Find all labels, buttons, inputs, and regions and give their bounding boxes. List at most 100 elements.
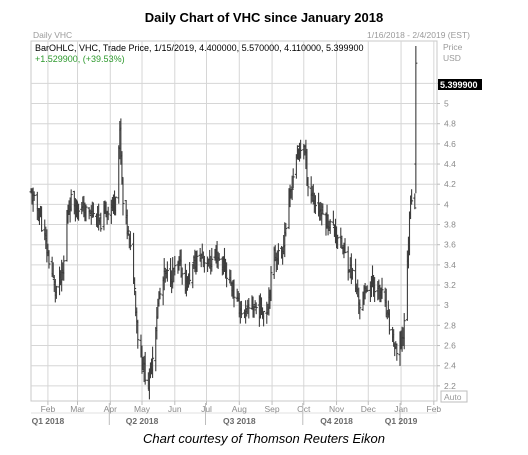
ohlc-bar (413, 193, 417, 210)
auto-scale-button[interactable] (440, 390, 468, 403)
ohlc-bar (77, 203, 81, 221)
ohlc-bar (87, 207, 91, 220)
y-tick-label: 3.4 (444, 260, 456, 270)
y-tick-label: 2.2 (444, 381, 456, 391)
ohlc-bar (62, 255, 66, 281)
ohlc-bar-last (414, 46, 418, 194)
ohlc-bar (365, 285, 369, 292)
ohlc-bar (158, 287, 162, 300)
ohlc-bar (128, 231, 132, 251)
month-label: Oct (297, 404, 311, 414)
ohlc-bar (225, 262, 229, 288)
ohlc-bar (120, 151, 124, 185)
ohlc-bar (254, 302, 258, 315)
ohlc-bar (247, 298, 251, 319)
ohlc-bar (232, 279, 236, 308)
ohlc-bar (380, 277, 384, 299)
ohlc-bar (54, 285, 58, 299)
month-label: Feb (427, 404, 442, 414)
ohlc-bar (195, 250, 199, 272)
ohlc-bar (291, 168, 295, 189)
ohlc-bar (328, 219, 332, 234)
ohlc-bar (99, 212, 103, 232)
month-label: Jan (394, 404, 408, 414)
y-tick-label: 4.6 (444, 139, 456, 149)
quarter-label: Q1 2019 (385, 416, 418, 426)
last-price-tag (438, 79, 482, 90)
ohlc-bar (155, 306, 159, 340)
x-axis: Feb Mar Apr May Jun Jul Aug Sep Oct Nov Dec Jan Feb Q… (32, 401, 442, 426)
ohlc-bar (210, 247, 214, 272)
y-tick-label: 3.8 (444, 220, 456, 230)
y-tick-label: 4 (444, 199, 449, 209)
ohlc-bar (350, 267, 354, 280)
chart-title: Daily Chart of VHC since January 2018 (144, 10, 384, 25)
y-tick-label: 3 (444, 300, 449, 310)
last-price-value: 5.399900 (440, 80, 478, 90)
ohlc-bar (269, 266, 273, 302)
currency-label: USD (443, 53, 461, 63)
panel-name: Daily VHC (33, 30, 72, 40)
month-label: Apr (104, 404, 117, 414)
ohlc-bar (106, 206, 110, 221)
ohlc-bar (114, 196, 118, 216)
month-label: Aug (232, 404, 247, 414)
ohlc-bar (165, 261, 169, 282)
price-bars (29, 46, 418, 400)
date-range: 1/16/2018 - 2/4/2019 (EST) (367, 30, 470, 40)
ohlc-bar (69, 189, 73, 212)
ohlc-bar (84, 204, 88, 222)
plot-frame (30, 40, 438, 402)
ohlc-bar (40, 206, 44, 232)
ohlc-bar (47, 250, 51, 269)
price-chart: Daily VHC 1/16/2018 - 2/4/2019 (EST) Pri… (29, 30, 482, 426)
ohlc-bar (343, 238, 347, 254)
ohlc-bar (239, 300, 243, 319)
ohlc-bar (262, 310, 266, 327)
y-axis: 5.254.84.64.44.243.83.63.43.232.82.62.42… (437, 78, 456, 391)
ohlc-bar (136, 319, 140, 349)
y-tick-label: 4.4 (444, 159, 456, 169)
y-tick-label: 3.2 (444, 280, 456, 290)
quarter-label: Q4 2018 (320, 416, 353, 426)
chart-caption: Chart courtesy of Thomson Reuters Eikon (142, 431, 386, 446)
month-label: Dec (361, 404, 377, 414)
ohlc-readout: BarOHLC, VHC, Trade Price, 1/15/2019, 4.… (35, 43, 364, 53)
auto-scale-label: Auto (444, 392, 462, 402)
ohlc-bar (373, 277, 377, 303)
month-label: Jun (168, 404, 182, 414)
ohlc-bar (284, 222, 288, 237)
y-tick-label: 4.2 (444, 179, 456, 189)
ohlc-bar (410, 189, 414, 205)
ohlc-bar (173, 255, 177, 276)
ohlc-bar (121, 177, 125, 216)
ohlc-bar (133, 277, 137, 296)
ohlc-bar (321, 203, 325, 215)
ohlc-bar (336, 234, 340, 250)
ohlc-bar (74, 199, 78, 218)
month-label: Sep (265, 404, 280, 414)
month-label: May (134, 404, 151, 414)
ohlc-bar (402, 313, 406, 350)
ohlc-bar (91, 202, 95, 218)
y-tick-label: 5 (444, 99, 449, 109)
ohlc-bar (395, 343, 399, 361)
y-tick-label: 2.8 (444, 320, 456, 330)
y-tick-label: 2.4 (444, 361, 456, 371)
y-tick-label: 3.6 (444, 240, 456, 250)
ohlc-bar (276, 243, 280, 265)
price-label: Price (443, 42, 463, 52)
ohlc-bar (313, 195, 317, 215)
ohlc-bar (143, 351, 147, 385)
month-label: Mar (70, 404, 85, 414)
month-label: Feb (41, 404, 56, 414)
ohlc-bar (151, 346, 155, 378)
ohlc-bar (299, 139, 303, 159)
month-label: Jul (201, 404, 212, 414)
ohlc-bar (358, 299, 362, 320)
ohlc-bar (180, 267, 184, 285)
y-tick-label: 4.8 (444, 119, 456, 129)
y-tick-label: 2.6 (444, 341, 456, 351)
quarter-label: Q3 2018 (223, 416, 256, 426)
quarter-label: Q1 2018 (32, 416, 65, 426)
